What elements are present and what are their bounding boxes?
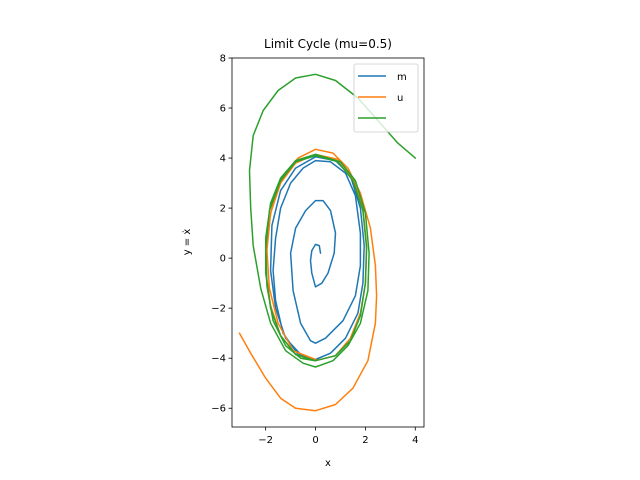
legend-label-2: u: [397, 93, 403, 104]
legend-entries: mu: [358, 72, 407, 119]
chart-title: Limit Cycle (mu=0.5): [264, 37, 392, 51]
y-axis-label: y = ẋ: [182, 229, 193, 256]
y-tick-label: 4: [220, 154, 226, 165]
plot-frame: [231, 57, 425, 428]
y-tick-label: 6: [220, 104, 226, 115]
series-line-1: [269, 156, 365, 361]
series-line-3: [248, 73, 417, 368]
legend-box: [353, 63, 419, 133]
y-tick-label: 2: [220, 204, 226, 215]
y-tick-label: −6: [211, 404, 226, 415]
series-layer: [238, 73, 417, 412]
x-axis-label: x: [325, 458, 331, 469]
legend-label-1: m: [397, 72, 407, 83]
x-tick-label: 0: [312, 435, 318, 446]
y-tick-label: 8: [220, 54, 226, 65]
legend: mu: [353, 63, 419, 133]
y-tick-label: −2: [211, 304, 226, 315]
x-tick-label: −2: [258, 435, 273, 446]
x-tick-label: 4: [412, 435, 418, 446]
y-axis-ticks: −6 −4 −2 0 2 4 6 8: [211, 54, 232, 415]
x-tick-label: 2: [362, 435, 368, 446]
y-tick-label: −4: [211, 354, 226, 365]
x-axis-ticks: −2 0 2 4: [258, 427, 418, 446]
y-tick-label: 0: [220, 254, 226, 265]
